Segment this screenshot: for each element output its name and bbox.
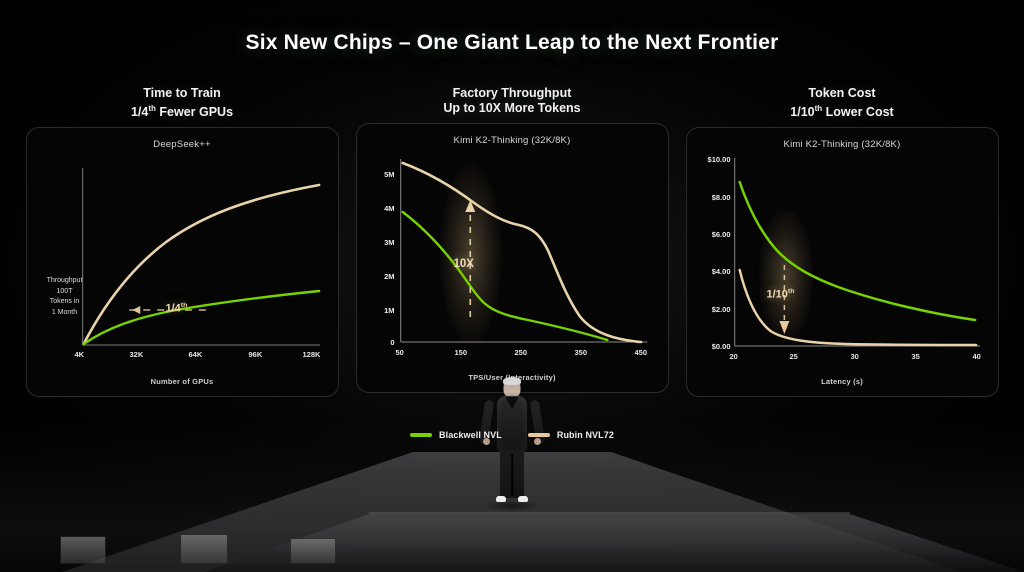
chart-panel-group: Time to Train 1/4th Fewer GPUs DeepSeek+… bbox=[0, 86, 1024, 398]
chart-panel-3[interactable]: Kimi K2-Thinking (32K/8K) 1/10th $10.00 … bbox=[685, 127, 999, 398]
chart-1-annotation-sup: th bbox=[180, 302, 188, 310]
presenter-shoe-right bbox=[518, 496, 528, 502]
chart-3-xtick-3: 35 bbox=[911, 352, 920, 362]
chart-heading-1-line1: Time to Train bbox=[143, 86, 221, 100]
chart-column-token-cost: Token Cost 1/10th Lower Cost Kimi K2-Thi… bbox=[685, 86, 999, 398]
chart-heading-3-frac: 1/10 bbox=[790, 105, 815, 120]
chart-2-ytick-5: 0 bbox=[390, 338, 395, 347]
chart-legend: Blackwell NVL Rubin NVL72 bbox=[0, 430, 1024, 440]
chart-2-xtick-0: 50 bbox=[395, 348, 404, 357]
chart-3-ytick-0: $10.00 bbox=[707, 155, 731, 165]
presenter-hair bbox=[503, 377, 521, 385]
chart-1-side-note: Throughput 100T Tokens in 1 Month bbox=[33, 276, 97, 318]
chart-column-time-to-train: Time to Train 1/4th Fewer GPUs DeepSeek+… bbox=[25, 86, 339, 398]
chart-heading-3-line1: Token Cost bbox=[808, 86, 876, 100]
chart-3-annotation: 1/10th bbox=[767, 288, 795, 301]
chart-heading-1-rest: Fewer GPUs bbox=[155, 105, 234, 120]
legend-item-rubin: Rubin NVL72 bbox=[527, 430, 614, 440]
side-note-line-2: 100T bbox=[56, 287, 73, 295]
chart-2-xtick-4: 450 bbox=[634, 348, 648, 357]
chart-2-ytick-4: 1M bbox=[384, 306, 395, 315]
chart-heading-1-sup: th bbox=[148, 104, 156, 113]
chart-1-xtick-4: 128K bbox=[302, 350, 321, 360]
presenter-shoe-left bbox=[496, 496, 506, 502]
chart-heading-3-sup: th bbox=[814, 104, 823, 113]
floor-equipment-1 bbox=[60, 536, 106, 564]
chart-heading-2-line1: Factory Throughput bbox=[452, 86, 572, 100]
chart-3-ytick-5: $0.00 bbox=[711, 342, 731, 352]
chart-2-xtick-1: 150 bbox=[454, 348, 468, 357]
chart-3-xtick-4: 40 bbox=[972, 352, 981, 362]
chart-3-ytick-1: $8.00 bbox=[711, 193, 731, 203]
chart-3-xtick-0: 20 bbox=[729, 352, 738, 362]
chart-3-annotation-sup: th bbox=[787, 288, 795, 296]
chart-3-xtick-2: 30 bbox=[850, 352, 859, 362]
presentation-slide: Six New Chips – One Giant Leap to the Ne… bbox=[0, 31, 1024, 440]
line-swatch-icon-rubin bbox=[527, 433, 550, 437]
chart-plot-3 bbox=[733, 158, 980, 347]
chart-panel-1[interactable]: DeepSeek++ 1/4th Throughput 100T bbox=[25, 127, 339, 398]
floor-equipment-2 bbox=[180, 534, 228, 564]
side-note-line-1: Throughput bbox=[46, 277, 83, 285]
chart-2-ytick-3: 2M bbox=[384, 272, 395, 281]
chart-1-annotation-value: 1/4 bbox=[165, 302, 181, 315]
chart-heading-1-frac: 1/4 bbox=[130, 105, 149, 120]
chart-heading-3: Token Cost 1/10th Lower Cost bbox=[686, 86, 999, 120]
side-note-line-4: 1 Month bbox=[51, 308, 78, 316]
chart-2-xtick-3: 350 bbox=[574, 348, 588, 357]
chart-heading-1-line2: 1/4th Fewer GPUs bbox=[26, 101, 339, 120]
chart-2-ytick-1: 4M bbox=[384, 204, 395, 213]
floor-equipment-3 bbox=[290, 538, 336, 564]
chart-3-ytick-2: $6.00 bbox=[711, 230, 731, 240]
chart-1-xtick-2: 64K bbox=[188, 350, 203, 360]
presenter-figure bbox=[478, 377, 546, 512]
chart-heading-1: Time to Train 1/4th Fewer GPUs bbox=[26, 86, 339, 120]
stage-deck-edge bbox=[368, 512, 850, 514]
chart-heading-3-rest: Lower Cost bbox=[822, 105, 894, 120]
chart-1-xtick-3: 96K bbox=[248, 350, 263, 360]
chart-2-ytick-0: 5M bbox=[384, 170, 395, 179]
chart-subtitle-3: Kimi K2-Thinking (32K/8K) bbox=[783, 139, 901, 151]
chart-1-xaxis-label: Number of GPUs bbox=[150, 377, 214, 387]
chart-panel-2[interactable]: Kimi K2-Thinking (32K/8K) 10X 5M 4M 3M bbox=[355, 123, 669, 393]
legend-label-rubin: Rubin NVL72 bbox=[556, 430, 614, 440]
chart-3-xaxis-label: Latency (s) bbox=[821, 377, 863, 387]
chart-1-xtick-1: 32K bbox=[129, 350, 144, 360]
chart-subtitle-2: Kimi K2-Thinking (32K/8K) bbox=[453, 135, 571, 146]
chart-column-factory-throughput: Factory Throughput Up to 10X More Tokens… bbox=[355, 86, 669, 397]
chart-plot-2 bbox=[399, 159, 647, 344]
chart-3-xtick-1: 25 bbox=[789, 352, 798, 362]
chart-heading-2: Factory Throughput Up to 10X More Tokens bbox=[356, 86, 669, 116]
presenter-shadow bbox=[484, 500, 540, 512]
legend-item-blackwell: Blackwell NVL bbox=[410, 430, 502, 440]
chart-2-annotation: 10X bbox=[453, 258, 474, 270]
slide-title: Six New Chips – One Giant Leap to the Ne… bbox=[245, 31, 779, 54]
side-note-line-3: Tokens in bbox=[49, 298, 80, 306]
chart-2-xtick-2: 250 bbox=[514, 348, 528, 357]
chart-heading-3-line2: 1/10th Lower Cost bbox=[686, 101, 999, 120]
chart-2-ytick-2: 3M bbox=[384, 238, 395, 247]
presenter-leg-split bbox=[511, 454, 513, 496]
chart-3-annotation-value: 1/10 bbox=[766, 288, 788, 301]
chart-3-ytick-3: $4.00 bbox=[711, 267, 731, 277]
chart-heading-2-line2: Up to 10X More Tokens bbox=[443, 101, 581, 115]
line-swatch-icon-blackwell bbox=[410, 433, 433, 437]
legend-label-blackwell: Blackwell NVL bbox=[439, 430, 502, 440]
chart-subtitle-1: DeepSeek++ bbox=[153, 139, 211, 151]
chart-plot-1 bbox=[81, 168, 320, 346]
chart-1-annotation: 1/4th bbox=[166, 302, 188, 315]
chart-3-ytick-4: $2.00 bbox=[711, 305, 731, 315]
chart-1-xtick-0: 4K bbox=[74, 350, 85, 360]
